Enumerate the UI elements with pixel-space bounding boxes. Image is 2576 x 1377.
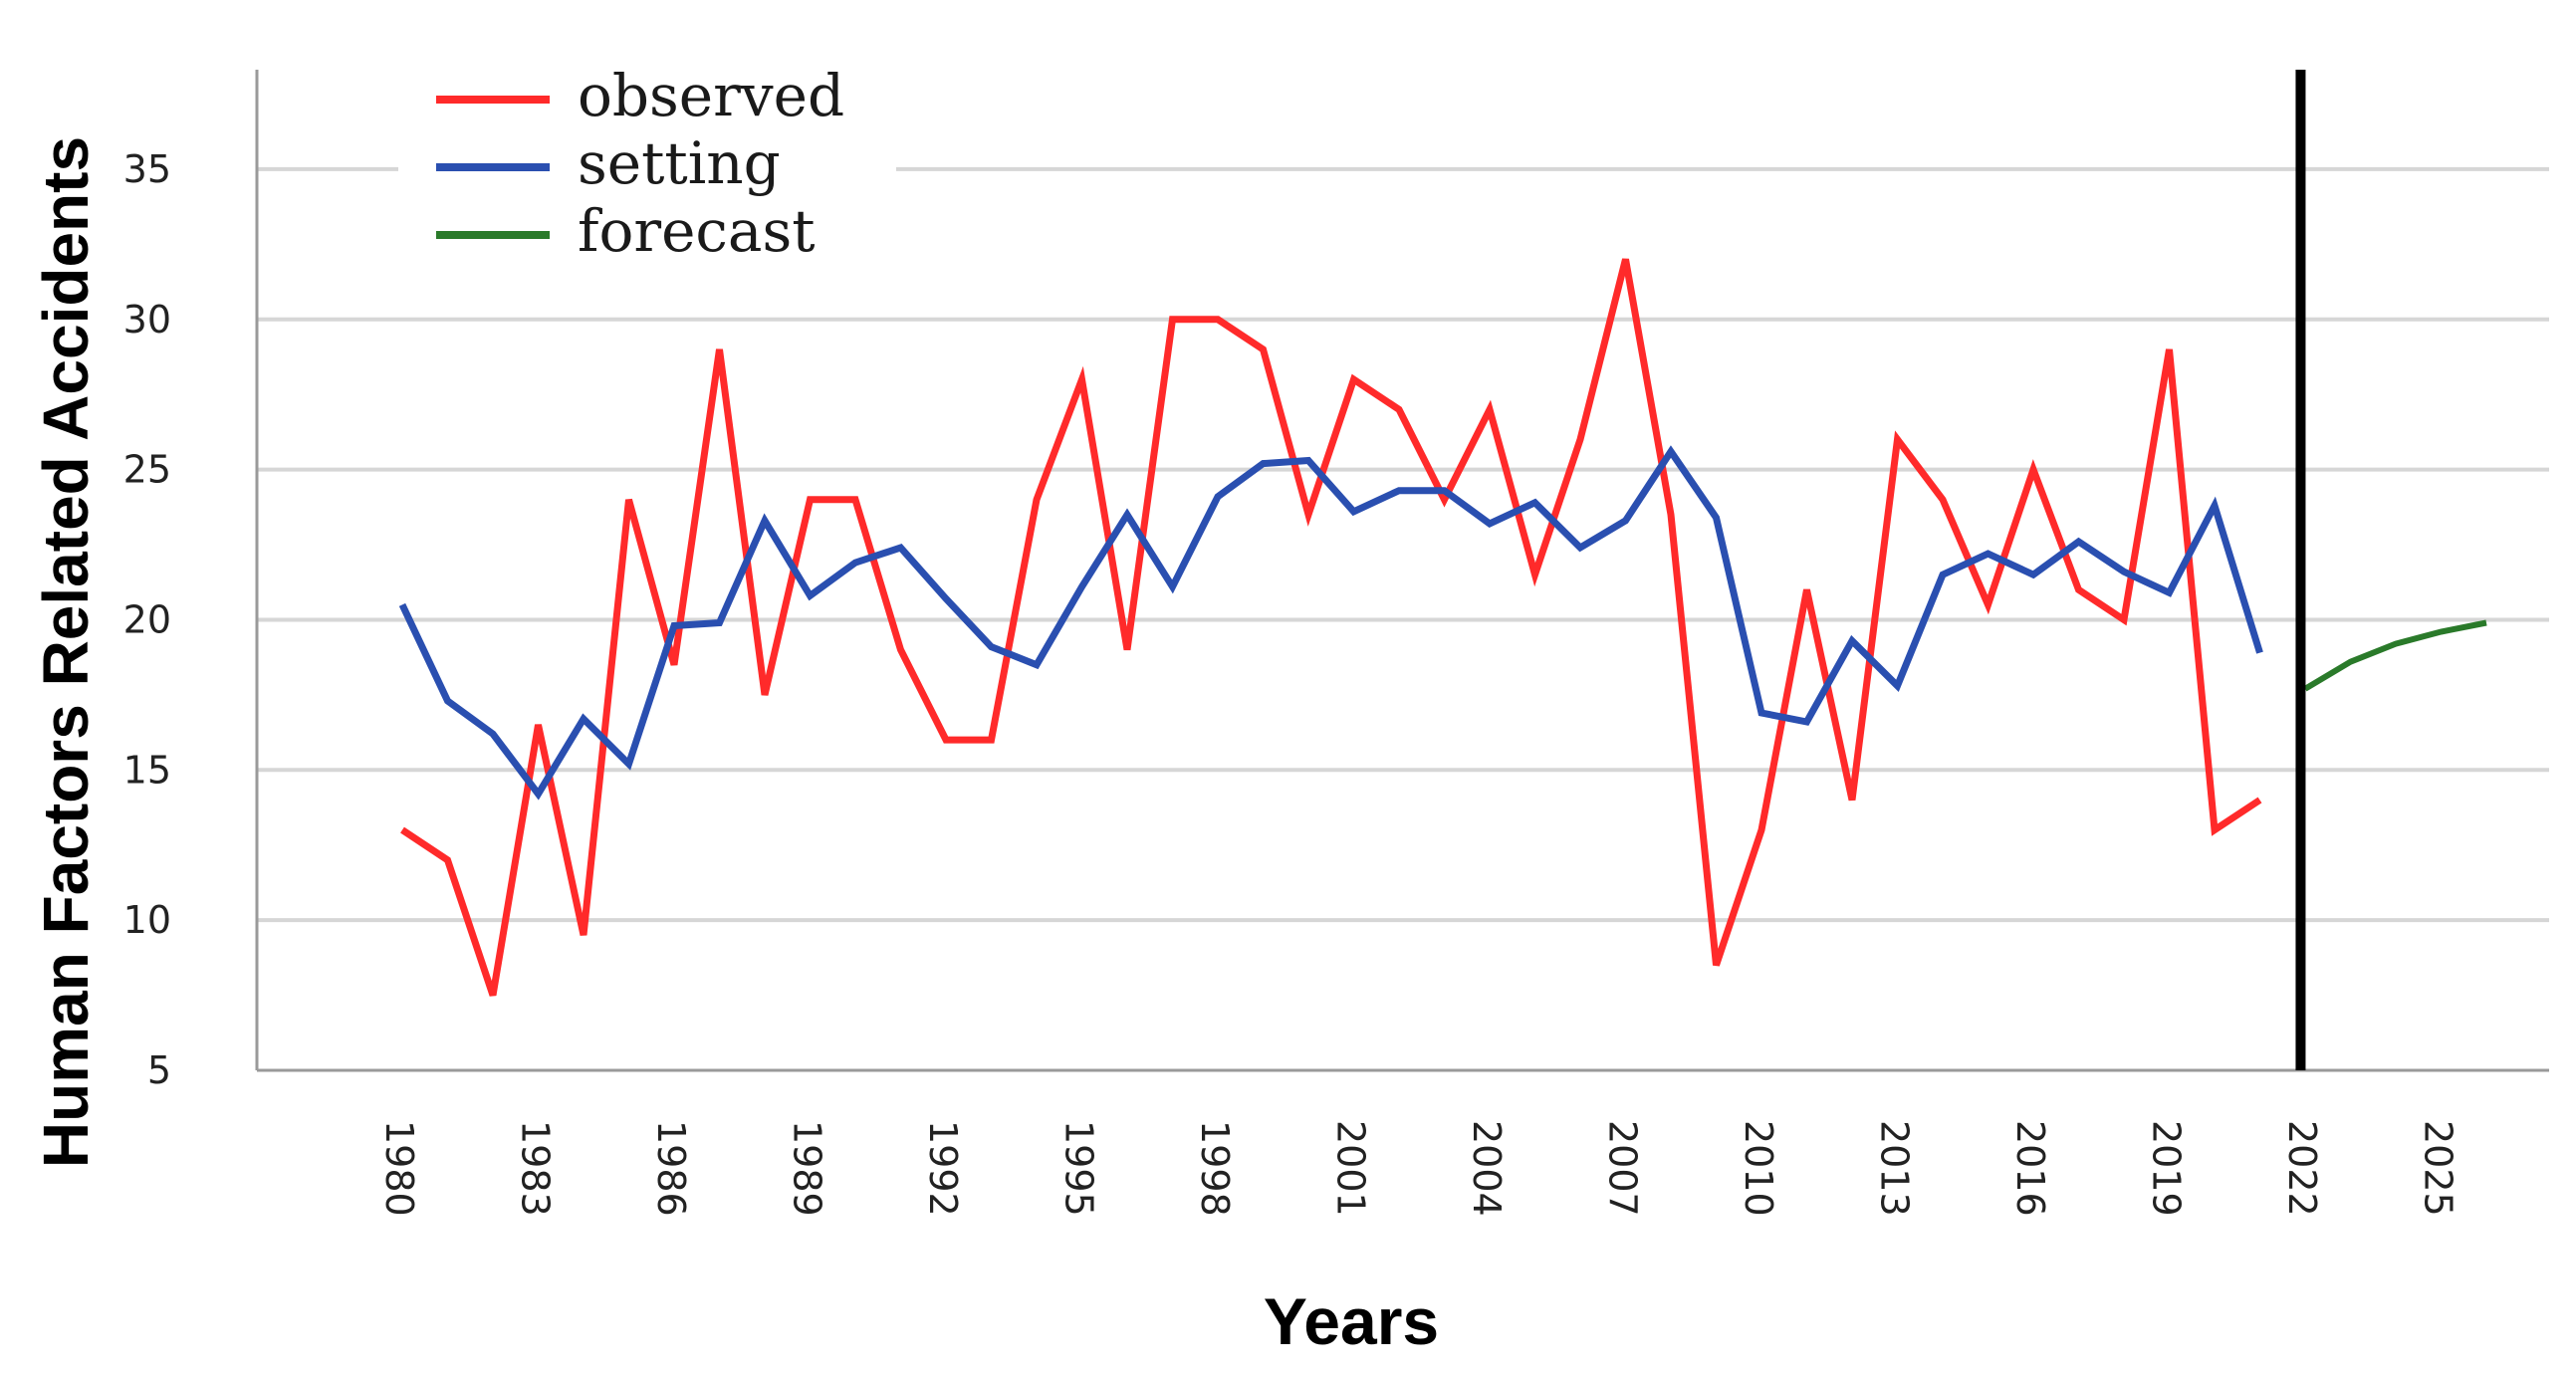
y-tick-label-30: 30 bbox=[123, 298, 171, 342]
y-tick-label-5: 5 bbox=[147, 1048, 171, 1092]
x-tick-label-2025: 2025 bbox=[2417, 1120, 2460, 1217]
x-tick-label-1980: 1980 bbox=[377, 1120, 421, 1217]
series-line-forecast bbox=[2303, 619, 2487, 692]
y-tick-label-35: 35 bbox=[123, 147, 171, 191]
x-tick-label-1986: 1986 bbox=[649, 1120, 693, 1217]
x-tick-labels: 1980 1983 1986 1989 1992 1995 1998 2001 2004 2007… bbox=[377, 1120, 2460, 1217]
x-tick-label-2007: 2007 bbox=[1601, 1120, 1645, 1217]
series-line-observed bbox=[400, 258, 2262, 997]
x-tick-label-2013: 2013 bbox=[1873, 1120, 1917, 1217]
x-tick-label-1992: 1992 bbox=[921, 1120, 965, 1217]
legend-label-observed: observed bbox=[578, 62, 844, 129]
legend-label-forecast: forecast bbox=[578, 197, 816, 265]
axes bbox=[255, 70, 2549, 1072]
y-axis-title: Human Factors Related Accidents bbox=[30, 136, 102, 1168]
legend-label-setting: setting bbox=[578, 129, 781, 197]
x-tick-label-2001: 2001 bbox=[1329, 1120, 1373, 1217]
x-tick-label-1989: 1989 bbox=[786, 1120, 829, 1217]
horizontal-gridlines bbox=[257, 166, 2549, 923]
series-line-setting bbox=[398, 445, 2263, 801]
x-tick-label-2022: 2022 bbox=[2280, 1120, 2324, 1217]
y-tick-label-25: 25 bbox=[123, 448, 171, 492]
y-tick-label-10: 10 bbox=[123, 898, 171, 942]
data-series bbox=[398, 258, 2487, 997]
x-tick-label-2004: 2004 bbox=[1465, 1120, 1509, 1217]
x-tick-label-1998: 1998 bbox=[1193, 1120, 1237, 1217]
y-tick-label-20: 20 bbox=[123, 597, 171, 641]
y-tick-label-15: 15 bbox=[123, 748, 171, 792]
y-tick-labels: 5 10 15 20 25 30 35 bbox=[123, 147, 171, 1092]
x-tick-label-2019: 2019 bbox=[2145, 1120, 2189, 1217]
x-tick-label-2016: 2016 bbox=[2008, 1120, 2052, 1217]
x-tick-label-1995: 1995 bbox=[1057, 1120, 1101, 1217]
x-tick-label-1983: 1983 bbox=[514, 1120, 558, 1217]
x-tick-label-2010: 2010 bbox=[1737, 1120, 1780, 1217]
x-axis-title: Years bbox=[1264, 1284, 1439, 1358]
